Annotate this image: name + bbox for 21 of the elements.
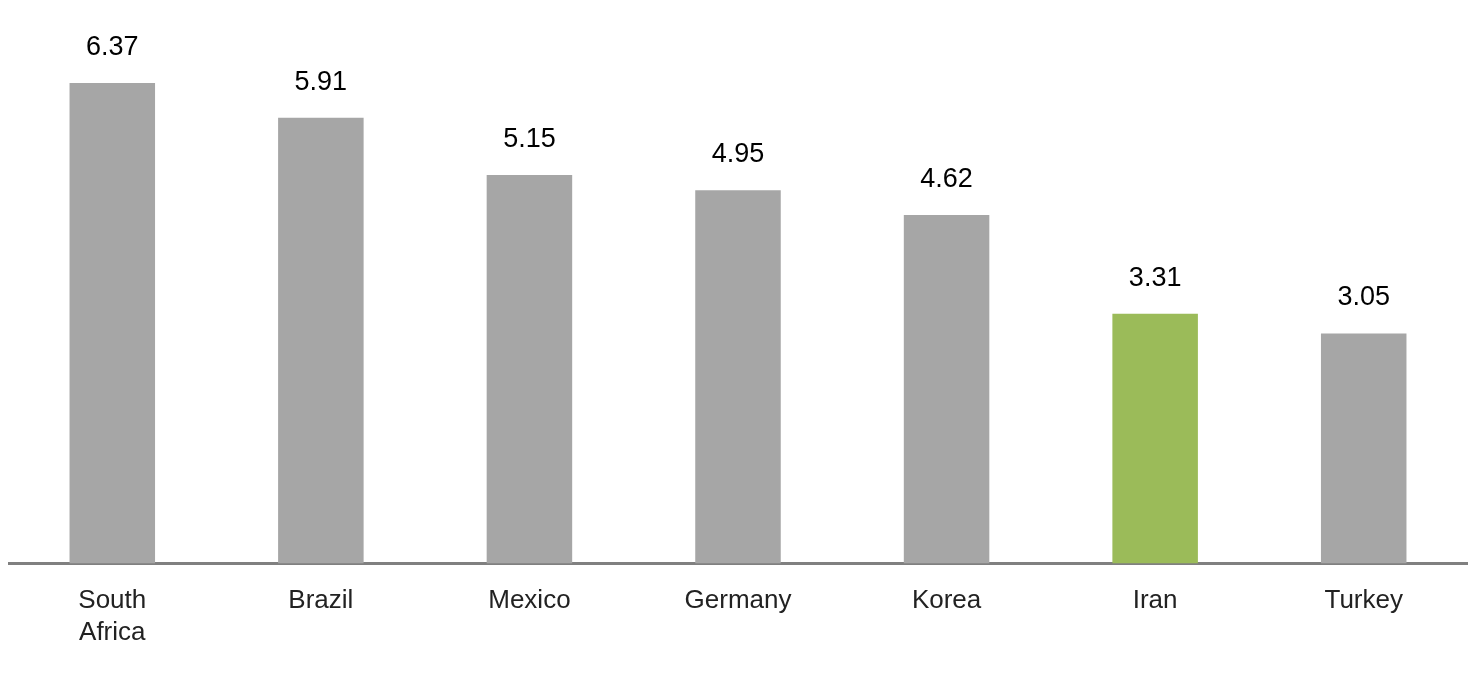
- x-tick-label: Brazil: [288, 584, 354, 615]
- bar: [903, 215, 990, 564]
- x-tick-label: South Africa: [78, 584, 147, 646]
- data-label: 3.31: [1128, 261, 1182, 292]
- x-tick-label: Korea: [911, 584, 982, 615]
- data-label: 3.05: [1337, 281, 1390, 312]
- x-tick-label: Turkey: [1324, 584, 1403, 615]
- data-label: 4.95: [711, 138, 765, 169]
- x-tick-label: Mexico: [488, 584, 571, 615]
- data-label: 5.91: [294, 65, 348, 96]
- data-label: 6.37: [86, 30, 139, 61]
- bar: [1320, 333, 1407, 564]
- bar: [486, 175, 573, 564]
- data-label: 5.15: [503, 123, 556, 153]
- x-tick-label: Iran: [1132, 584, 1178, 615]
- bar: [695, 190, 781, 564]
- bar: [69, 83, 156, 564]
- bar: [1112, 313, 1198, 564]
- bar: [278, 117, 364, 564]
- x-tick-label: Germany: [684, 584, 792, 615]
- data-label: 4.62: [920, 162, 973, 193]
